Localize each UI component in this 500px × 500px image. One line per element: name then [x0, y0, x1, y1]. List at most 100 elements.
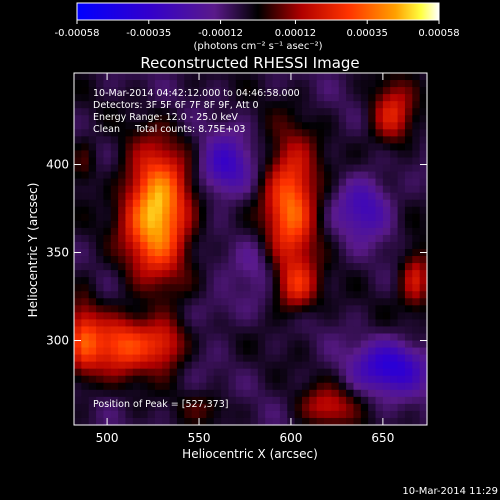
heatmap-cell [235, 178, 244, 187]
heatmap-cell [419, 298, 428, 306]
heatmap-cell [132, 291, 141, 299]
heatmap-cell [316, 185, 325, 194]
heatmap-cell [228, 249, 237, 257]
heatmap-cell [353, 340, 362, 349]
heatmap-cell [294, 319, 303, 328]
heatmap-cell [287, 305, 296, 313]
heatmap-cell [235, 241, 244, 250]
heatmap-cell [243, 171, 252, 180]
heatmap-cell [125, 136, 134, 144]
heatmap-cell [331, 340, 340, 349]
heatmap-cell [419, 136, 428, 144]
heatmap-cell [265, 115, 274, 123]
heatmap-cell [412, 129, 421, 137]
heatmap-cell [346, 347, 355, 356]
heatmap-cell [375, 143, 384, 152]
heatmap-cell [213, 368, 222, 377]
heatmap-cell [279, 417, 288, 426]
heatmap-cell [368, 234, 377, 243]
heatmap-cell [147, 312, 156, 320]
heatmap-cell [154, 277, 163, 285]
heatmap-cell [412, 347, 421, 356]
heatmap-cell [176, 347, 185, 356]
heatmap-cell [228, 417, 237, 426]
heatmap-cell [96, 80, 105, 88]
heatmap-cell [110, 284, 119, 292]
heatmap-cell [382, 361, 391, 370]
heatmap-cell [375, 249, 384, 257]
heatmap-cell [279, 256, 288, 264]
heatmap-cell [88, 326, 97, 335]
heatmap-cell [316, 305, 325, 313]
heatmap-cell [382, 94, 391, 102]
heatmap-cell [125, 382, 134, 391]
heatmap-cell [228, 410, 237, 419]
heatmap-cell [132, 298, 141, 306]
heatmap-cell [235, 101, 244, 109]
heatmap-cell [147, 241, 156, 250]
heatmap-cell [132, 263, 141, 271]
heatmap-cell [74, 185, 82, 194]
heatmap-cell [279, 108, 288, 116]
heatmap-cell [331, 101, 340, 109]
heatmap-cell [324, 291, 332, 299]
heatmap-cell [324, 256, 332, 264]
heatmap-cell [140, 382, 149, 391]
heatmap-cell [382, 382, 391, 391]
heatmap-cell [110, 178, 119, 187]
heatmap-cell [368, 129, 377, 137]
heatmap-cell [250, 375, 259, 384]
heatmap-cell [96, 234, 105, 243]
heatmap-cell [81, 326, 90, 335]
heatmap-cell [169, 115, 178, 123]
heatmap-cell [301, 347, 310, 356]
heatmap-cell [199, 227, 207, 236]
heatmap-cell [199, 94, 207, 102]
heatmap-cell [176, 115, 185, 123]
heatmap-cell [191, 312, 200, 320]
heatmap-cell [287, 108, 296, 116]
heatmap-cell [294, 305, 303, 313]
heatmap-cell [368, 361, 377, 370]
heatmap-cell [74, 129, 82, 137]
heatmap-cell [250, 382, 259, 391]
heatmap-cell [184, 410, 193, 419]
heatmap-cell [338, 382, 347, 391]
heatmap-cell [110, 220, 119, 229]
heatmap-cell [191, 94, 200, 102]
heatmap-cell [331, 206, 340, 215]
heatmap-cell [346, 298, 355, 306]
heatmap-cell [360, 340, 369, 349]
heatmap-cell [309, 305, 318, 313]
heatmap-cell [184, 101, 193, 109]
heatmap-cell [154, 157, 163, 166]
heatmap-cell [140, 256, 149, 264]
heatmap-cell [228, 136, 237, 144]
heatmap-cell [287, 115, 296, 123]
heatmap-cell [404, 199, 413, 208]
heatmap-cell [397, 206, 406, 215]
heatmap-cell [346, 291, 355, 299]
heatmap-cell [382, 375, 391, 384]
heatmap-cell [118, 101, 127, 109]
heatmap-cell [169, 361, 178, 370]
heatmap-cell [419, 171, 428, 180]
heatmap-cell [221, 164, 230, 173]
heatmap-cell [206, 403, 215, 412]
heatmap-cell [88, 185, 97, 194]
heatmap-cell [287, 382, 296, 391]
heatmap-cell [147, 340, 156, 349]
heatmap-cell [191, 354, 200, 363]
heatmap-cell [140, 178, 149, 187]
heatmap-cell [81, 403, 90, 412]
heatmap-cell [331, 73, 340, 81]
heatmap-cell [404, 319, 413, 328]
heatmap-cell [368, 270, 377, 278]
heatmap-cell [257, 164, 266, 173]
heatmap-cell [228, 319, 237, 328]
heatmap-cell [125, 129, 134, 137]
heatmap-cell [368, 284, 377, 292]
heatmap-cell [250, 347, 259, 356]
heatmap-cell [96, 94, 105, 102]
heatmap-cell [176, 171, 185, 180]
